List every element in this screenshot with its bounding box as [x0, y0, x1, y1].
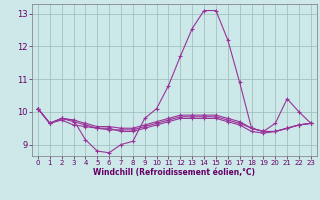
X-axis label: Windchill (Refroidissement éolien,°C): Windchill (Refroidissement éolien,°C): [93, 168, 255, 177]
